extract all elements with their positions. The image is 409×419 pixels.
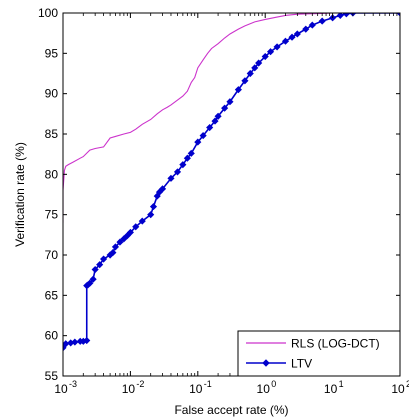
y-tick-label: 95	[45, 46, 59, 60]
x-tick-label-exponent: 0	[271, 379, 276, 389]
data-point-ltv	[308, 21, 316, 29]
data-point-ltv	[302, 25, 310, 33]
data-point-ltv	[281, 37, 290, 45]
x-tick-label: 10 0	[257, 379, 277, 396]
data-point-ltv	[336, 13, 344, 19]
data-point-ltv	[86, 279, 94, 287]
data-point-ltv	[226, 98, 234, 106]
data-point-ltv	[173, 168, 182, 176]
y-tick-label: 90	[45, 87, 59, 101]
data-point-ltv	[83, 336, 91, 345]
x-tick-label: 10 -3	[54, 379, 77, 396]
data-point-ltv	[266, 48, 275, 56]
data-point-ltv	[111, 243, 120, 251]
y-axis-label: Verification rate (%)	[13, 142, 27, 247]
data-point-ltv	[255, 59, 263, 67]
data-point-ltv	[318, 17, 326, 25]
data-point-ltv	[183, 154, 191, 162]
data-point-ltv	[221, 104, 229, 112]
series-line-rls-log-dct	[63, 13, 400, 223]
y-tick-label: 70	[45, 248, 59, 262]
x-tick-label-base: 10	[257, 382, 271, 396]
data-point-ltv	[251, 64, 259, 72]
data-point-ltv	[246, 69, 254, 78]
x-tick-label-exponent: -1	[204, 379, 212, 389]
data-point-ltv	[234, 86, 242, 94]
x-tick-label-exponent: -3	[69, 379, 77, 389]
y-tick-label: 85	[45, 127, 59, 141]
data-point-ltv	[261, 52, 269, 61]
data-point-ltv	[120, 235, 128, 243]
x-tick-label-exponent: 2	[406, 379, 409, 389]
data-point-ltv	[288, 33, 296, 41]
data-point-ltv	[89, 275, 97, 283]
legend-label-ltv: LTV	[291, 357, 312, 371]
data-point-ltv	[167, 174, 175, 182]
y-tick-label: 80	[45, 167, 59, 181]
x-tick-label: 10 2	[391, 379, 409, 396]
x-tick-label-base: 10	[324, 382, 338, 396]
data-point-ltv	[91, 265, 99, 274]
x-tick-label: 10 1	[324, 379, 344, 396]
legend-label-rls-log-dct: RLS (LOG-DCT)	[291, 337, 380, 351]
data-point-ltv	[396, 13, 400, 17]
x-tick-label-base: 10	[122, 382, 136, 396]
x-tick-label-base: 10	[391, 382, 405, 396]
x-tick-label-base: 10	[54, 382, 68, 396]
plot-area	[63, 13, 400, 376]
x-tick-label: 10 -1	[189, 379, 212, 396]
data-point-ltv	[147, 211, 155, 219]
data-point-ltv	[194, 138, 202, 146]
data-point-ltv	[116, 238, 124, 246]
data-point-ltv	[158, 185, 167, 193]
x-tick-label: 10 -2	[122, 379, 145, 396]
x-tick-label-exponent: -2	[136, 379, 144, 389]
data-point-ltv	[187, 149, 195, 157]
legend: RLS (LOG-DCT) LTV	[237, 330, 401, 377]
y-tick-label: 75	[45, 208, 59, 222]
data-point-ltv	[241, 77, 249, 85]
data-point-ltv	[100, 255, 108, 263]
data-point-ltv	[211, 117, 219, 125]
data-point-ltv	[126, 228, 134, 236]
data-point-ltv	[63, 344, 67, 352]
legend-box	[237, 330, 401, 377]
x-tick-label-exponent: 1	[339, 379, 344, 389]
data-point-ltv	[109, 249, 117, 257]
data-point-ltv	[293, 30, 301, 38]
data-point-ltv	[149, 203, 158, 211]
y-tick-label: 55	[45, 369, 59, 383]
data-point-ltv	[138, 217, 146, 225]
y-tick-label: 100	[38, 6, 58, 20]
series-layer	[63, 13, 400, 352]
y-tick-label: 60	[45, 329, 59, 343]
data-point-ltv	[342, 13, 350, 18]
data-point-ltv	[199, 132, 207, 140]
x-tick-label-base: 10	[189, 382, 203, 396]
data-point-ltv	[96, 261, 104, 269]
data-point-ltv	[214, 112, 222, 120]
data-point-ltv	[179, 161, 187, 169]
data-point-ltv	[132, 223, 140, 231]
data-point-ltv	[206, 123, 214, 132]
data-point-ltv	[273, 43, 281, 51]
legend-marker-ltv	[262, 359, 270, 367]
y-tick-label: 65	[45, 288, 59, 302]
x-axis-label: False accept rate (%)	[174, 403, 288, 417]
plot-frame	[62, 12, 401, 377]
